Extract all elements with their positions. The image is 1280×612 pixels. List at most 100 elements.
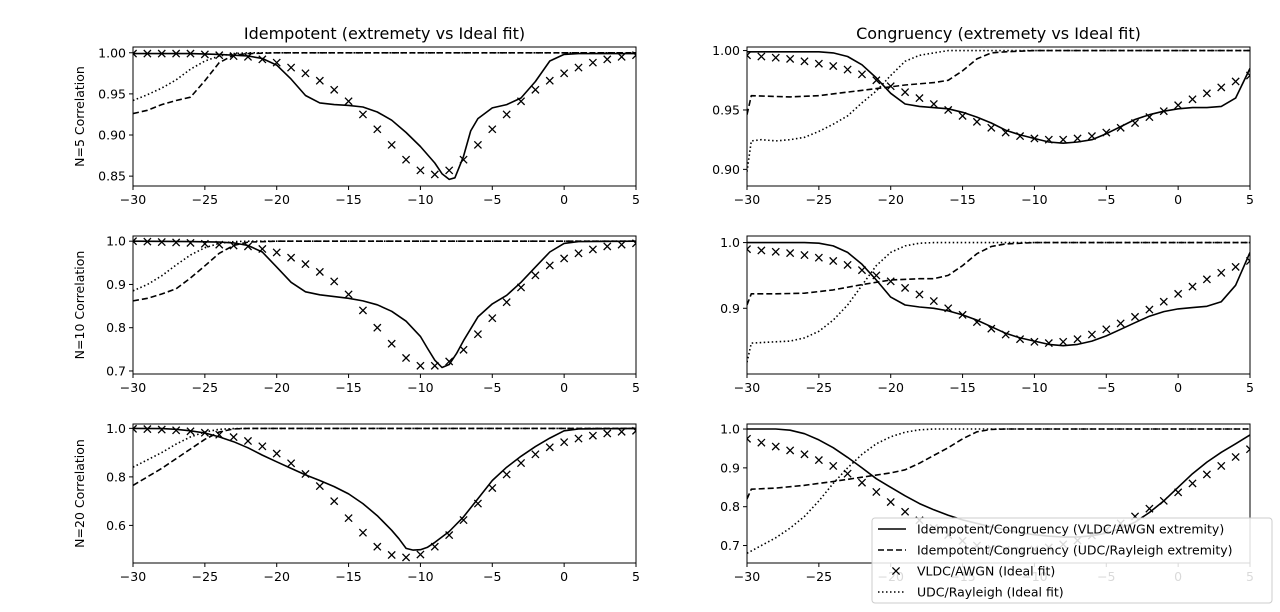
- x-marker-point: [771, 53, 780, 62]
- axes-frame: [746, 235, 1251, 375]
- x-marker-point: [1145, 113, 1154, 122]
- x-marker-point: [330, 277, 339, 286]
- x-marker-point: [459, 345, 468, 354]
- x-marker-point: [929, 99, 938, 109]
- x-marker-point: [560, 438, 569, 447]
- y-tick-label: 0.7: [106, 363, 126, 378]
- x-tick-label: −15: [949, 192, 975, 207]
- x-tick-label: −20: [264, 192, 290, 207]
- plot-area: [747, 49, 1250, 172]
- x-marker-point: [814, 253, 823, 262]
- x-marker-point: [1174, 488, 1183, 497]
- x-marker-point: [1030, 337, 1039, 346]
- legend-label: Idempotent/Congruency (UDC/Rayleigh extr…: [917, 543, 1233, 558]
- x-marker-point: [358, 528, 368, 537]
- x-marker-point: [857, 478, 867, 487]
- legend-entry: Idempotent/Congruency (VLDC/AWGN extremi…: [878, 522, 1224, 537]
- x-tick-label: −20: [264, 380, 290, 395]
- x-marker-point: [1217, 83, 1226, 92]
- x-marker-point: [987, 324, 996, 333]
- x-marker-point: [814, 59, 823, 68]
- x-marker-point: [1159, 107, 1168, 116]
- x-tick-label: −5: [483, 380, 501, 395]
- legend: Idempotent/Congruency (VLDC/AWGN extremi…: [871, 517, 1273, 604]
- x-tick-label: −5: [483, 192, 501, 207]
- x-marker-point: [1145, 504, 1154, 513]
- x-marker-point: [1016, 132, 1025, 141]
- x-marker-point: [1130, 312, 1140, 321]
- x-marker-point: [1231, 452, 1240, 462]
- x-marker-point: [872, 487, 881, 497]
- x-tick-label: −15: [335, 380, 361, 395]
- x-marker-point: [416, 361, 425, 370]
- x-marker-point: [401, 155, 411, 164]
- x-marker-point: [829, 256, 838, 266]
- legend-entry: Idempotent/Congruency (UDC/Rayleigh extr…: [878, 543, 1233, 558]
- x-marker-point: [502, 110, 511, 119]
- y-tick-label: 1.0: [720, 422, 740, 437]
- series-ideal-fit-vldc-awgn: [747, 245, 1250, 348]
- x-tick-label: −25: [192, 192, 218, 207]
- x-marker-point: [972, 117, 982, 126]
- x-marker-point: [872, 271, 881, 280]
- x-marker-point: [272, 449, 281, 458]
- x-marker-point: [243, 242, 253, 251]
- x-marker-point: [560, 254, 569, 263]
- y-tick-label: 1.0: [106, 421, 126, 436]
- x-marker-point: [301, 69, 310, 78]
- x-marker-point: [488, 314, 497, 323]
- x-marker-point: [857, 266, 867, 275]
- x-marker-point: [502, 298, 511, 307]
- x-marker-point: [215, 51, 224, 60]
- x-marker-point: [1217, 461, 1226, 470]
- x-marker-point: [574, 434, 583, 443]
- x-marker-point: [1059, 337, 1068, 346]
- x-marker-point: [258, 442, 267, 451]
- plot-area: [133, 237, 636, 370]
- series-line-solid: [133, 427, 636, 551]
- x-marker-point: [1245, 445, 1250, 454]
- x-tick-label: −20: [878, 192, 904, 207]
- subplot-2: −30 −25 −20 −15 −10 −5 0 5 0.90 0.95 1.00: [712, 43, 1254, 207]
- x-marker-point: [430, 170, 439, 179]
- x-marker-point: [588, 431, 597, 440]
- x-marker-point: [473, 499, 482, 508]
- x-marker-point: [516, 458, 526, 468]
- x-marker-point: [944, 105, 953, 115]
- y-tick-label: 0.95: [98, 86, 126, 101]
- y-tick-label: 1.00: [98, 45, 126, 60]
- x-marker-point: [588, 245, 597, 254]
- x-marker-point: [1245, 256, 1250, 266]
- x-marker-point: [430, 361, 439, 370]
- x-marker-point: [516, 283, 526, 292]
- x-marker-point: [1116, 123, 1125, 132]
- axes-frame: [132, 46, 637, 187]
- x-marker-point: [133, 424, 138, 433]
- x-marker-point: [617, 52, 626, 61]
- x-marker-point: [488, 125, 497, 134]
- x-marker-point: [617, 240, 626, 249]
- x-marker-point: [358, 306, 368, 315]
- x-marker-point: [301, 469, 310, 479]
- axes-frame: [132, 423, 637, 564]
- y-tick-label: 0.90: [712, 162, 740, 177]
- x-marker-point: [1102, 128, 1111, 137]
- x-marker-point: [786, 446, 795, 455]
- x-marker-point: [1044, 135, 1053, 144]
- x-marker-point: [1202, 89, 1211, 98]
- x-marker-point: [200, 428, 209, 437]
- x-marker-point: [1174, 289, 1183, 298]
- x-marker-point: [258, 55, 267, 64]
- x-tick-label: 5: [632, 192, 640, 207]
- x-marker-point: [800, 250, 809, 260]
- x-marker-point: [944, 304, 953, 313]
- x-tick-label: −5: [1097, 192, 1115, 207]
- axes-frame: [746, 46, 1251, 187]
- x-marker-point: [344, 97, 353, 106]
- x-marker-point: [972, 318, 982, 327]
- x-marker-point: [886, 497, 895, 507]
- x-marker-point: [172, 238, 181, 247]
- x-marker-point: [1159, 297, 1168, 306]
- x-marker-point: [157, 237, 166, 247]
- y-tick-label: 0.6: [106, 518, 126, 533]
